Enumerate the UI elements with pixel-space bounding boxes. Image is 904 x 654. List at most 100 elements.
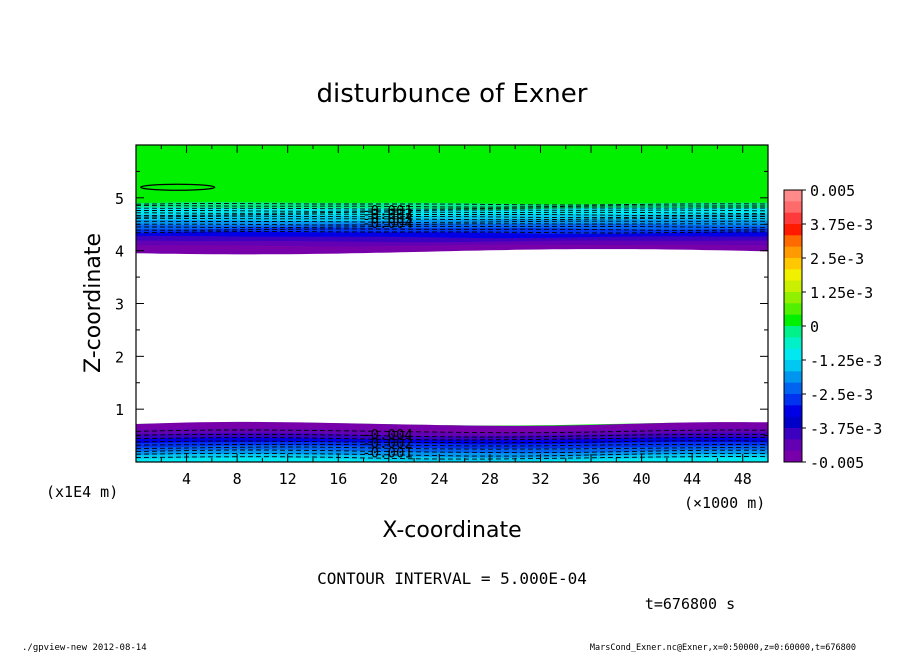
contour-line-upper — [136, 205, 768, 208]
y-axis-label: Z-coordinate — [81, 233, 106, 373]
y-tick-label: 1 — [115, 401, 124, 419]
colorbar — [783, 189, 803, 463]
contour-line-upper — [136, 220, 768, 223]
colorbar-swatch — [784, 439, 802, 452]
contour-labels: -0.001-0.002-0.003-0.004-0.004-0.002-0.0… — [362, 204, 413, 462]
contour-label: -0.004 — [362, 216, 413, 232]
x-tick-label: 4 — [182, 470, 191, 488]
contour-line-upper — [136, 207, 768, 210]
colorbar-swatch — [784, 246, 802, 259]
colorbar-swatch — [784, 292, 802, 304]
contour-field — [136, 145, 768, 462]
colorbar-swatch — [784, 337, 802, 350]
colorbar-swatch — [784, 201, 802, 214]
y-axis-ticks: 1 2 3 4 5 — [115, 144, 768, 463]
chart-title: disturbunce of Exner — [317, 79, 588, 109]
x-tick-label: 20 — [380, 470, 398, 488]
y-unit-label: (x1E4 m) — [46, 483, 118, 501]
x-tick-label: 24 — [430, 470, 448, 488]
contour-interval-text: CONTOUR INTERVAL = 5.000E-04 — [317, 569, 587, 588]
colorbar-swatch — [784, 269, 802, 282]
colorbar-label: 3.75e-3 — [810, 216, 873, 234]
x-tick-label: 16 — [329, 470, 347, 488]
y-tick-label: 3 — [115, 296, 124, 314]
contour-line-upper — [136, 217, 768, 221]
footer-left: ./gpview-new 2012-08-14 — [22, 643, 147, 653]
contour-line-lower — [136, 452, 768, 457]
x-unit-label: (×1000 m) — [684, 494, 765, 512]
contour-line-upper — [136, 213, 768, 216]
contour-label: -0.002 — [362, 207, 413, 223]
colorbar-swatch — [784, 360, 802, 372]
x-tick-label: 40 — [633, 470, 651, 488]
colorbar-swatch — [784, 382, 802, 395]
colorbar-label: -1.25e-3 — [810, 352, 882, 370]
x-axis-ticks: 4 8 12 16 20 24 28 32 36 40 44 48 — [135, 145, 769, 488]
contour-label: -0.001 — [362, 204, 413, 220]
time-label: t=676800 s — [645, 595, 735, 613]
colorbar-label: 1.25e-3 — [810, 284, 873, 302]
contour-line-upper — [136, 231, 768, 234]
contour-label: -0.001 — [362, 445, 413, 461]
colorbar-labels: 0.005 3.75e-3 2.5e-3 1.25e-3 0 -1.25e-3 -2.5e-… — [802, 182, 882, 472]
lower-band-level-8 — [136, 457, 768, 462]
colorbar-swatch — [784, 258, 802, 270]
colorbar-swatch — [784, 190, 802, 202]
contour-line-lower — [136, 446, 768, 450]
colorbar-swatch — [784, 303, 802, 316]
contour-line-upper — [136, 203, 768, 206]
colorbar-swatch — [784, 416, 802, 429]
x-tick-label: 48 — [734, 470, 752, 488]
colorbar-swatch — [784, 314, 802, 327]
contour-line-lower — [136, 449, 768, 454]
contour-label: -0.003 — [362, 211, 413, 227]
colorbar-swatch — [784, 224, 802, 236]
contour-label: -0.002 — [362, 436, 413, 452]
colorbar-label: -2.5e-3 — [810, 386, 873, 404]
colorbar-label: -0.005 — [810, 454, 864, 472]
x-tick-label: 8 — [233, 470, 242, 488]
blank-region — [136, 249, 768, 426]
contour-line-upper — [136, 215, 768, 219]
contour-lines — [136, 183, 768, 460]
y-tick-label: 2 — [115, 348, 124, 366]
x-tick-label: 28 — [481, 470, 499, 488]
contour-line-lower — [136, 436, 768, 441]
colorbar-swatch — [784, 348, 802, 361]
y-tick-label: 4 — [115, 243, 124, 261]
colorbar-swatch — [784, 212, 802, 225]
x-tick-label: 44 — [683, 470, 701, 488]
colorbar-label: 0.005 — [810, 182, 855, 200]
colorbar-swatch — [784, 450, 802, 463]
colorbar-swatch — [784, 326, 802, 338]
colorbar-swatch — [784, 280, 802, 293]
colorbar-swatch — [784, 371, 802, 384]
colorbar-swatch — [784, 235, 802, 248]
contour-label: -0.004 — [362, 428, 413, 444]
contour-line-upper — [136, 223, 768, 226]
colorbar-swatch — [784, 405, 802, 418]
contour-line-lower — [136, 456, 768, 460]
x-axis-label: X-coordinate — [382, 518, 521, 543]
closed-contour — [140, 183, 216, 191]
colorbar-label: 0 — [810, 318, 819, 336]
upper-band-level-9 — [136, 244, 768, 256]
contour-line-lower — [136, 433, 768, 438]
colorbar-swatch — [784, 428, 802, 440]
contour-line-upper — [136, 228, 768, 231]
contour-line-upper — [136, 211, 768, 214]
colorbar-swatch — [784, 394, 802, 406]
contour-line-lower — [136, 443, 768, 447]
contour-line-lower — [136, 440, 768, 444]
footer-right: MarsCond_Exner.nc@Exner,x=0:50000,z=0:60… — [590, 643, 856, 653]
contour-line-upper — [136, 225, 768, 229]
contour-line-upper — [136, 209, 768, 212]
x-tick-label: 36 — [582, 470, 600, 488]
x-tick-label: 12 — [279, 470, 297, 488]
colorbar-label: -3.75e-3 — [810, 420, 882, 438]
y-tick-label: 5 — [115, 190, 124, 208]
colorbar-label: 2.5e-3 — [810, 250, 864, 268]
x-tick-label: 32 — [531, 470, 549, 488]
contour-line-lower — [136, 429, 768, 434]
